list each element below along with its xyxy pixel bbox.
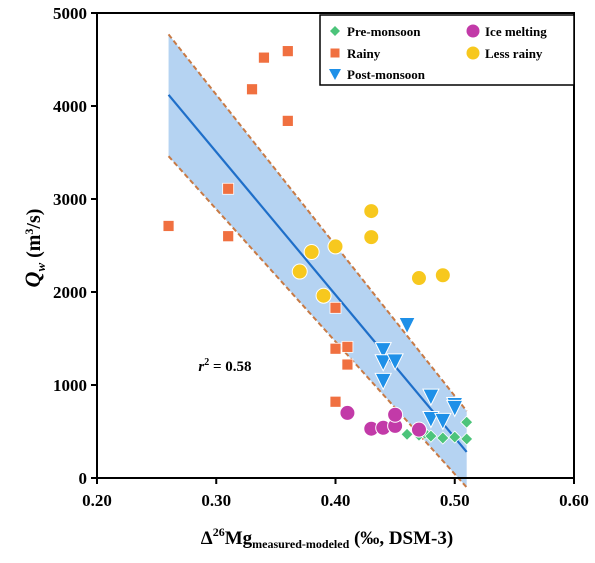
data-point [162, 220, 175, 232]
data-point [374, 342, 393, 360]
data-point [303, 244, 320, 261]
y-tick-label: 5000 [53, 4, 87, 23]
legend-marker [330, 48, 340, 58]
data-point [386, 353, 404, 371]
confidence-bound-upper [167, 33, 468, 412]
legend-item-rainy: Rainy [330, 46, 381, 61]
x-tick-label: 0.60 [559, 491, 589, 510]
ylabel-q: Q [20, 271, 45, 287]
y-tick-label: 3000 [53, 190, 87, 209]
data-point [460, 415, 474, 429]
ylabel-unit-sup: 3 [22, 229, 36, 235]
xlabel-element: Mg [225, 528, 253, 549]
data-point [422, 388, 440, 407]
data-point [329, 342, 342, 355]
x-axis-label: Δ26Mgmeasured-modeled (‰, DSM-3) [201, 525, 453, 551]
data-point [374, 354, 393, 372]
data-point [410, 421, 427, 438]
points-layer [162, 45, 474, 446]
legend-marker [466, 46, 480, 60]
data-point [222, 182, 235, 195]
legend-marker [330, 26, 340, 36]
data-point [341, 340, 354, 353]
regression-line [167, 94, 468, 453]
data-point [315, 287, 332, 304]
data-point [281, 45, 294, 58]
series-less-rainy [291, 203, 451, 304]
confidence-band [168, 34, 467, 488]
y-tick-label: 2000 [53, 283, 87, 302]
r-squared-annotation: r2 = 0.58 [198, 357, 251, 375]
legend-label: Rainy [347, 46, 381, 61]
data-point [410, 270, 427, 287]
y-axis: 0 1000 2000 3000 4000 5000 [53, 4, 97, 488]
ylabel-sub: w [33, 263, 48, 272]
data-point [424, 429, 438, 443]
y-tick-label: 0 [79, 469, 88, 488]
data-point [363, 229, 380, 246]
legend-box [319, 14, 575, 86]
data-point [246, 83, 258, 96]
data-point [374, 372, 393, 391]
data-point [434, 412, 452, 431]
data-point [387, 406, 404, 423]
ylabel-unit-post: /s) [23, 209, 45, 230]
data-point [363, 203, 380, 220]
data-point [434, 267, 451, 284]
legend-label: Pre-monsoon [347, 24, 421, 39]
x-tick-label: 0.30 [201, 491, 231, 510]
legend-item-pre-monsoon: Pre-monsoon [330, 24, 421, 39]
legend: Pre-monsoon Rainy Post-monsoon Ice melting L… [319, 14, 575, 86]
legend-item-post-monsoon: Post-monsoon [329, 67, 426, 82]
legend-label: Ice melting [485, 24, 547, 39]
series-rainy [162, 45, 354, 408]
legend-item-ice-melting: Ice melting [466, 24, 547, 39]
data-point [341, 358, 354, 371]
data-point [448, 430, 462, 444]
xlabel-suffix: (‰, DSM-3) [349, 528, 453, 549]
data-point [329, 395, 342, 408]
annotation-sup: 2 [204, 357, 209, 368]
series-post-monsoon [374, 317, 464, 431]
data-point [445, 399, 464, 418]
confidence-band-layer [168, 34, 467, 488]
legend-item-less-rainy: Less rainy [466, 46, 543, 61]
x-axis: 0.20 0.30 0.40 0.50 0.60 [82, 478, 589, 510]
series-ice-melting [339, 404, 427, 438]
y-tick-label: 4000 [53, 97, 87, 116]
x-tick-label: 0.20 [82, 491, 112, 510]
data-point [422, 410, 440, 429]
xlabel-sub: measured-modeled [252, 537, 349, 551]
legend-marker [329, 69, 341, 80]
data-point [400, 427, 414, 441]
data-point [339, 404, 356, 421]
x-tick-label: 0.50 [440, 491, 470, 510]
annotation-r: r [198, 359, 204, 375]
data-point [258, 51, 270, 64]
data-point [398, 317, 416, 335]
data-point [460, 432, 474, 446]
series-pre-monsoon [400, 415, 474, 446]
y-axis-label: Qw (m3/s) [20, 209, 48, 288]
data-point [327, 238, 344, 255]
xlabel-sup: 26 [213, 525, 225, 539]
legend-label: Post-monsoon [347, 67, 426, 82]
xlabel-delta: Δ [201, 528, 213, 549]
data-point [222, 230, 235, 243]
legend-marker [466, 24, 480, 38]
data-point [281, 114, 294, 127]
ylabel-unit-pre: (m [23, 234, 45, 263]
x-tick-label: 0.40 [321, 491, 351, 510]
legend-label: Less rainy [485, 46, 543, 61]
data-point [329, 301, 342, 314]
data-point [291, 263, 308, 280]
data-point [436, 431, 450, 445]
annotation-rest: = 0.58 [209, 359, 251, 375]
y-tick-label: 1000 [53, 376, 87, 395]
